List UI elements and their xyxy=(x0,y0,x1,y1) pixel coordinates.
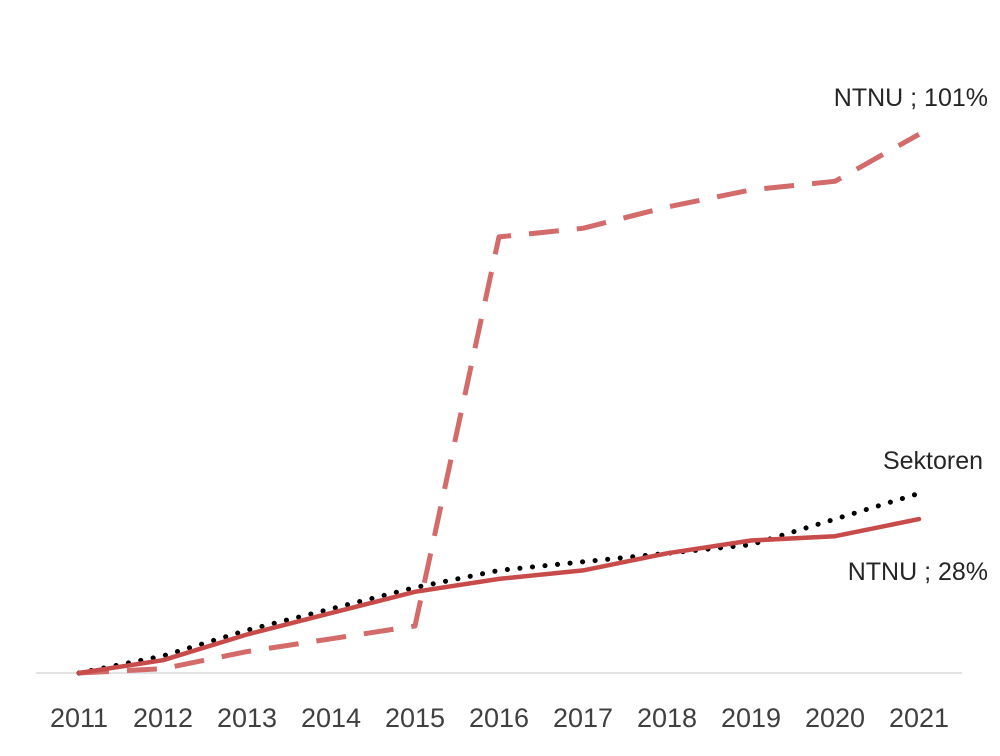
series-labels: NTNU ; 101% Sektoren NTNU ; 28% xyxy=(834,84,988,586)
series-line-ntnu-solid xyxy=(76,516,922,676)
series-layer xyxy=(76,132,922,676)
series-label-ntnu-dashed: NTNU ; 101% xyxy=(834,84,988,112)
x-tick-label-2011: 2011 xyxy=(50,703,108,733)
x-tick-label-2017: 2017 xyxy=(553,703,613,733)
x-axis-ticks: 2011 2012 2013 2014 2015 2016 2017 2018 2019 2020… xyxy=(50,703,949,733)
x-tick-label-2020: 2020 xyxy=(805,703,865,733)
series-label-ntnu-solid: NTNU ; 28% xyxy=(848,558,988,586)
x-tick-label-2013: 2013 xyxy=(217,703,277,733)
x-tick-label-2015: 2015 xyxy=(385,703,445,733)
x-tick-label-2019: 2019 xyxy=(721,703,781,733)
series-line-ntnu-dashed xyxy=(78,132,921,676)
x-tick-label-2021: 2021 xyxy=(889,703,949,733)
x-tick-label-2012: 2012 xyxy=(133,703,193,733)
x-tick-label-2016: 2016 xyxy=(469,703,529,733)
series-label-sektoren: Sektoren xyxy=(883,447,983,475)
x-tick-label-2014: 2014 xyxy=(301,703,361,733)
x-tick-label-2018: 2018 xyxy=(637,703,697,733)
